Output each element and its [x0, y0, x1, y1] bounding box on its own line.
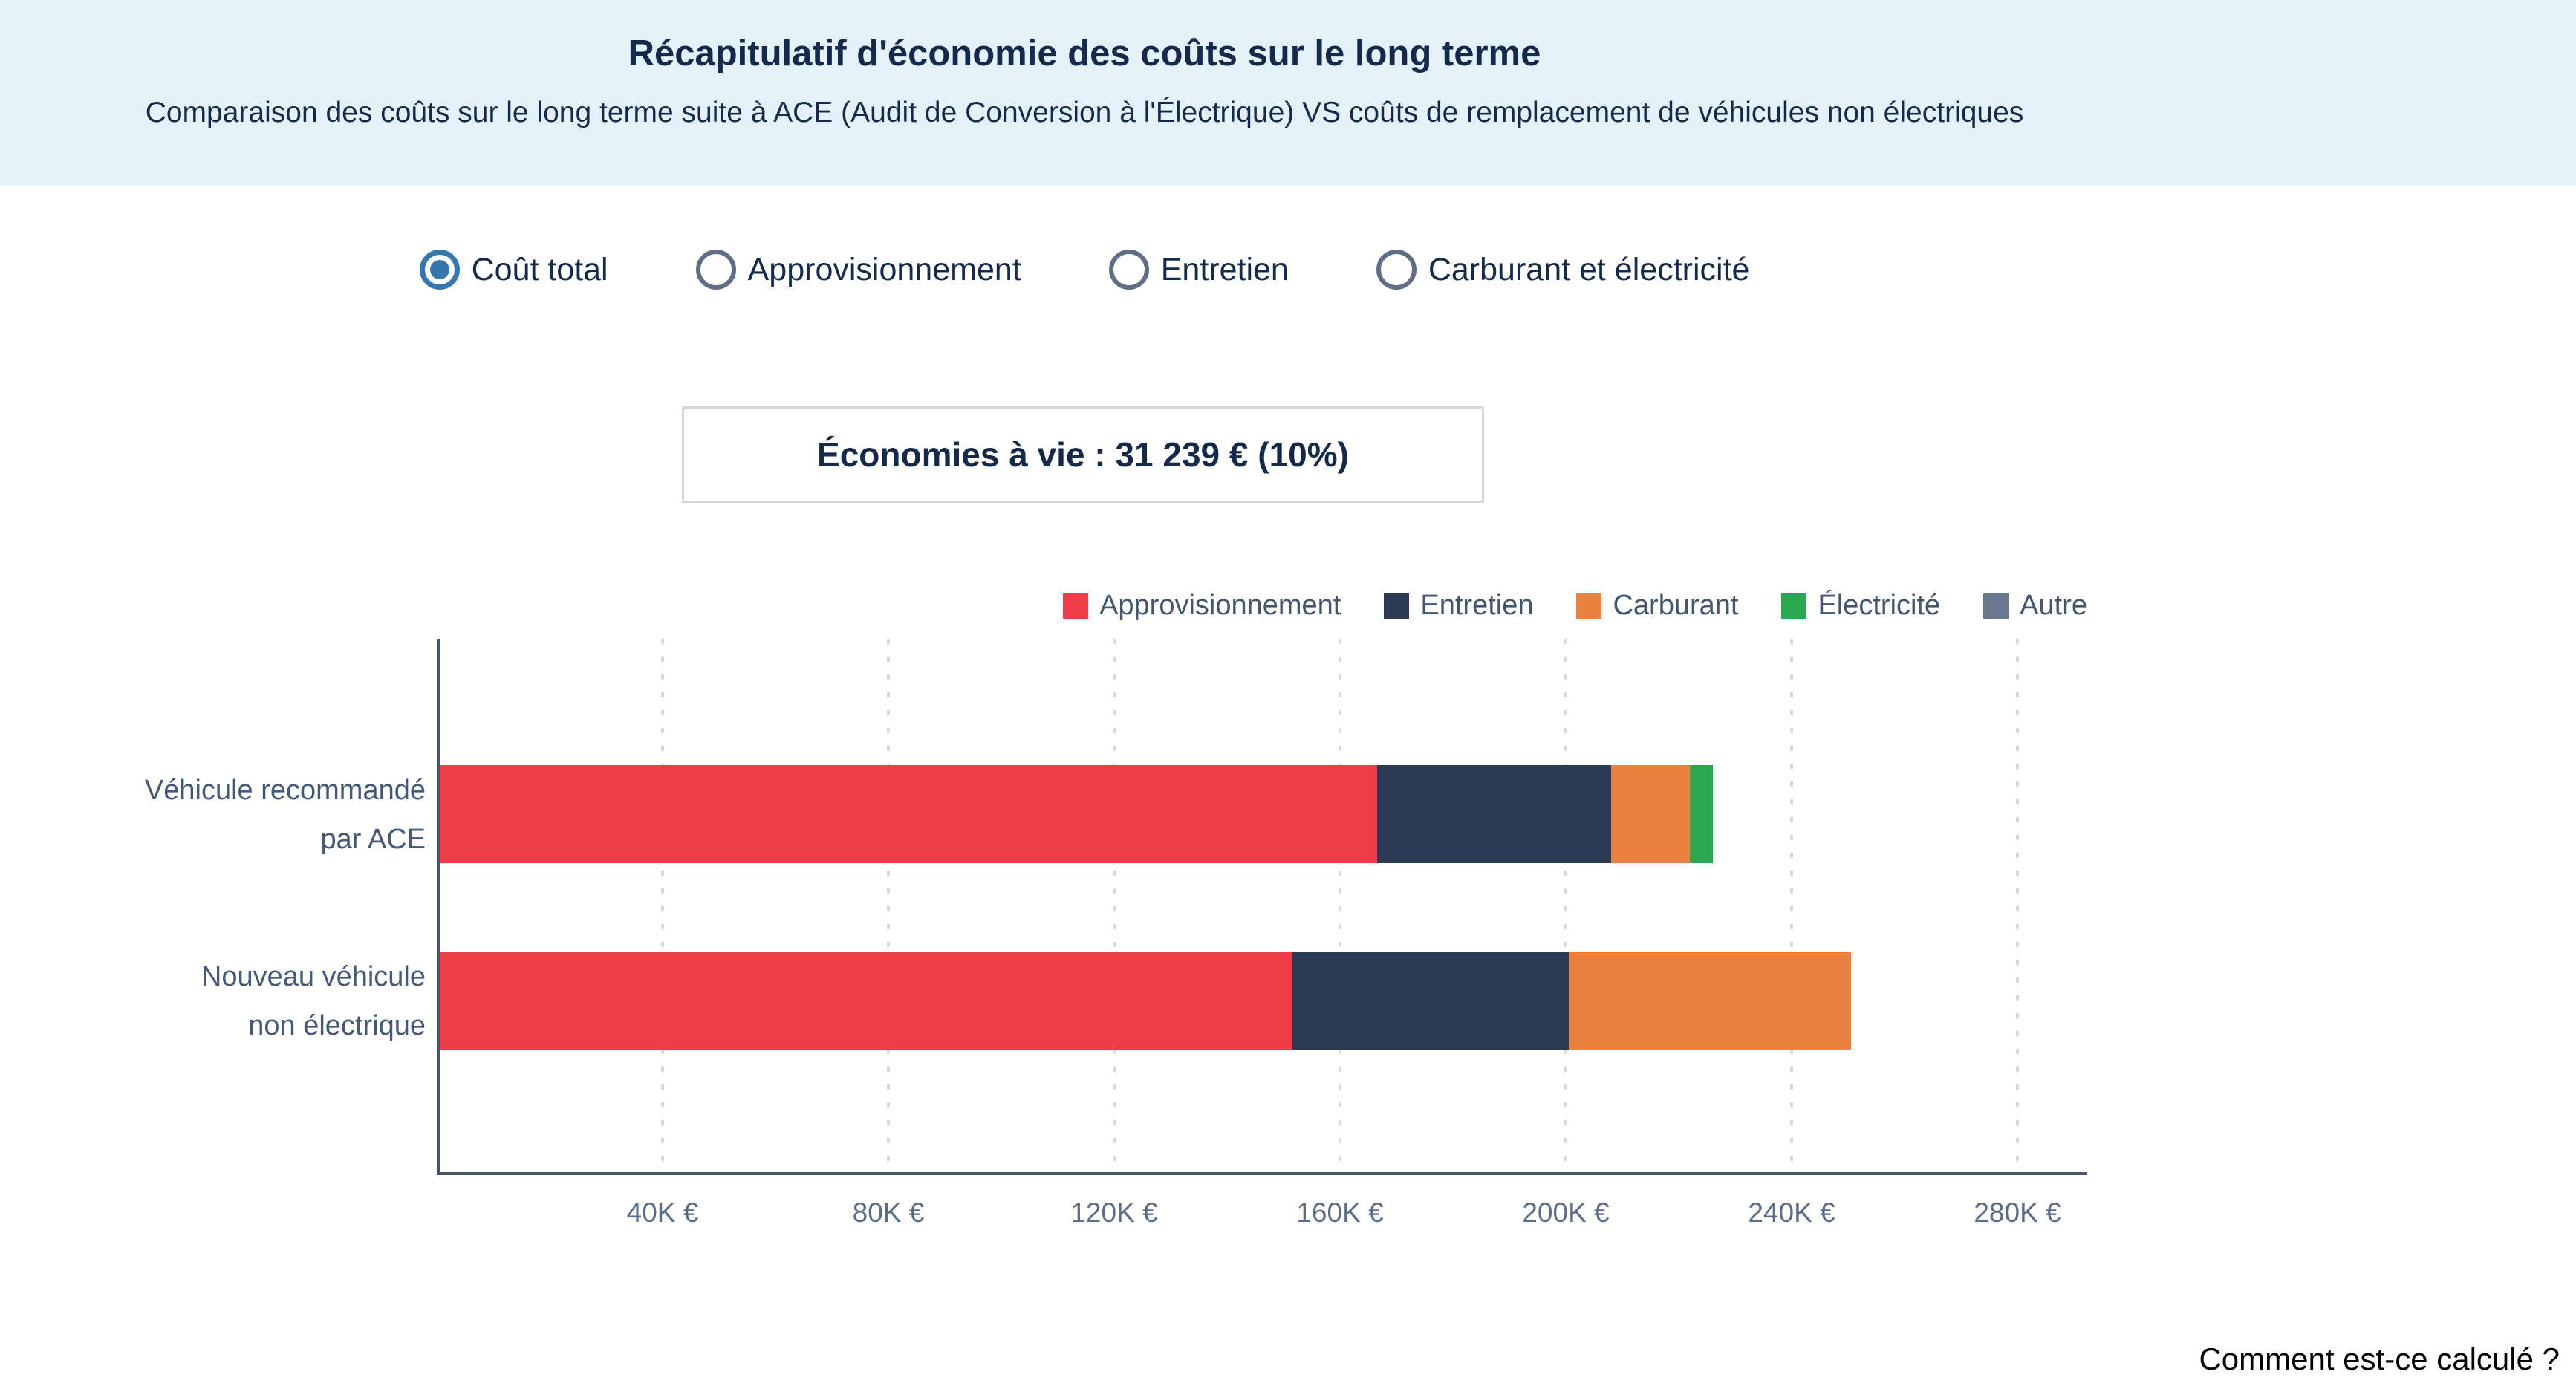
radio-option-2[interactable]: Entretien: [1108, 250, 1289, 290]
category-label-1: Nouveau véhicule non électrique: [0, 952, 426, 1050]
category-label-line: Véhicule recommandé: [144, 775, 426, 806]
gridline: [1113, 639, 1116, 1172]
legend-item-0[interactable]: Approvisionnement: [1063, 590, 1341, 622]
bar-segment-approvisionnement: [440, 765, 1377, 863]
category-label-0: Véhicule recommandé par ACE: [0, 766, 426, 864]
x-tick-label: 40K €: [626, 1197, 699, 1228]
bar-segment-électricité: [1690, 765, 1713, 863]
x-tick-label: 80K €: [852, 1197, 925, 1228]
radio-option-label[interactable]: Coût total: [471, 251, 608, 287]
x-tick-label: 280K €: [1974, 1197, 2061, 1228]
gridline: [887, 639, 890, 1172]
stacked-bar-0: [440, 765, 1713, 863]
how-calculated-link[interactable]: Comment est-ce calculé ?: [2199, 1341, 2560, 1376]
radio-option-label[interactable]: Entretien: [1160, 251, 1289, 287]
gridline: [2016, 639, 2019, 1172]
savings-text: Économies à vie : 31 239 € (10%): [817, 435, 1349, 474]
stacked-bar-1: [440, 952, 1851, 1050]
legend-label: Approvisionnement: [1099, 590, 1341, 621]
chart-plot-area: [437, 639, 2087, 1175]
savings-box: Économies à vie : 31 239 € (10%): [682, 406, 1484, 503]
legend-label: Entretien: [1420, 590, 1534, 621]
bar-segment-entretien: [1376, 765, 1611, 863]
bar-segment-carburant: [1568, 952, 1851, 1050]
bar-segment-entretien: [1292, 952, 1569, 1050]
legend-label: Autre: [2020, 590, 2087, 621]
radio-option-1[interactable]: Approvisionnement: [695, 250, 1021, 290]
legend-item-2[interactable]: Carburant: [1576, 590, 1738, 622]
category-label-line: par ACE: [320, 824, 426, 855]
header-banner: Récapitulatif d'économie des coûts sur l…: [0, 0, 2576, 186]
gridline: [1564, 639, 1567, 1172]
radio-unselected-icon[interactable]: [1376, 250, 1417, 290]
category-label-line: non électrique: [248, 1010, 426, 1041]
legend-swatch-icon: [1576, 593, 1602, 619]
legend-swatch-icon: [1781, 593, 1807, 619]
page-title: Récapitulatif d'économie des coûts sur l…: [628, 33, 1541, 74]
gridline: [1339, 639, 1341, 1172]
radio-option-label[interactable]: Carburant et électricité: [1428, 251, 1750, 287]
category-label-line: Nouveau véhicule: [201, 961, 426, 992]
legend-label: Électricité: [1818, 590, 1941, 621]
x-tick-label: 160K €: [1296, 1197, 1384, 1228]
legend-item-3[interactable]: Électricité: [1781, 590, 1940, 622]
bar-segment-approvisionnement: [440, 952, 1292, 1050]
x-tick-label: 120K €: [1070, 1197, 1158, 1228]
bar-segment-carburant: [1610, 765, 1691, 863]
radio-option-0[interactable]: Coût total: [419, 250, 608, 290]
radio-unselected-icon[interactable]: [1108, 250, 1149, 290]
legend-swatch-icon: [1983, 593, 2009, 619]
radio-selected-icon[interactable]: [419, 250, 460, 290]
legend-swatch-icon: [1063, 593, 1089, 619]
cost-filter-group: Coût total Approvisionnement Entretien Carb…: [0, 250, 2169, 290]
page-subtitle: Comparaison des coûts sur le long terme …: [145, 97, 2024, 129]
radio-option-label[interactable]: Approvisionnement: [747, 251, 1021, 287]
gridline: [1790, 639, 1793, 1172]
legend-label: Carburant: [1613, 590, 1739, 621]
chart-legend: Approvisionnement Entretien Carburant Élect…: [437, 590, 2087, 622]
legend-item-4[interactable]: Autre: [1983, 590, 2087, 622]
x-tick-label: 200K €: [1522, 1197, 1610, 1228]
radio-dot: [429, 260, 449, 279]
radio-unselected-icon[interactable]: [695, 250, 736, 290]
legend-swatch-icon: [1384, 593, 1410, 619]
radio-option-3[interactable]: Carburant et électricité: [1376, 250, 1750, 290]
gridline: [661, 639, 664, 1172]
x-tick-label: 240K €: [1748, 1197, 1835, 1228]
legend-item-1[interactable]: Entretien: [1384, 590, 1533, 622]
